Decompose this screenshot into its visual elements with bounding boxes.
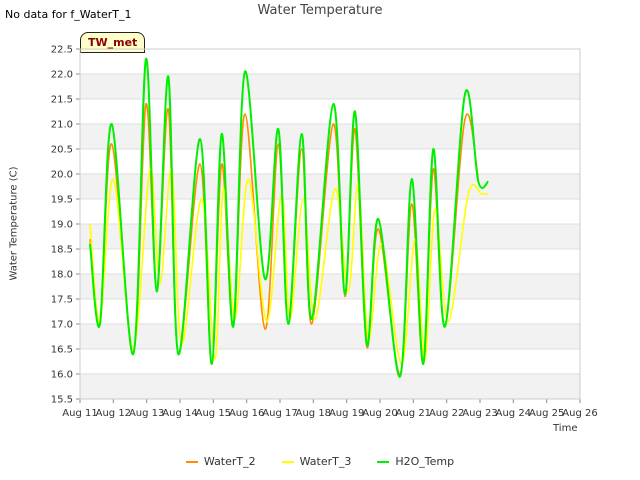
x-tick-label: Aug 14 (162, 408, 197, 419)
grid-band (80, 374, 580, 399)
x-tick-label: Aug 20 (362, 408, 397, 419)
y-tick-label: 22.5 (51, 45, 73, 56)
y-tick-label: 19.0 (51, 220, 73, 231)
legend-label-h2o-temp: H2O_Temp (395, 455, 455, 468)
y-tick-label: 22.0 (51, 70, 73, 81)
x-tick-label: Aug 26 (562, 408, 597, 419)
y-tick-label: 18.0 (51, 270, 73, 281)
y-tick-label: 21.0 (51, 120, 73, 131)
plot-frame (79, 48, 581, 400)
grid-band (80, 74, 580, 99)
legend-item-h2o-temp: H2O_Temp (377, 455, 454, 468)
y-tick-label: 20.5 (51, 145, 73, 156)
legend-item-watert-3: WaterT_3 (281, 455, 352, 468)
x-tick-label: Aug 16 (229, 408, 264, 419)
x-axis-label: Time (553, 423, 578, 434)
x-tick-label: Aug 11 (62, 408, 97, 419)
y-tick-label: 20.0 (51, 170, 73, 181)
legend-item-watert-2: WaterT_2 (185, 455, 256, 468)
y-tick-label: 21.5 (51, 95, 73, 106)
site-badge: TW_met (80, 32, 146, 53)
x-tick-label: Aug 24 (496, 408, 531, 419)
y-tick-label: 17.0 (51, 320, 73, 331)
x-tick-label: Aug 12 (96, 408, 131, 419)
legend-swatch-watert-3 (281, 460, 294, 463)
series-line-h2o-temp (89, 57, 490, 378)
legend-label-watert-2: WaterT_2 (203, 455, 256, 468)
grid-band (80, 224, 580, 249)
y-tick-label: 19.5 (51, 195, 73, 206)
x-tick-label: Aug 25 (529, 408, 564, 419)
legend: WaterT_2 WaterT_3 H2O_Temp (0, 455, 640, 468)
legend-swatch-watert-2 (185, 460, 198, 463)
grid-band (80, 174, 580, 199)
y-tick-label: 17.5 (51, 295, 73, 306)
chart-title: Water Temperature (257, 3, 383, 18)
x-tick-label: Aug 17 (262, 408, 297, 419)
grid-band (80, 274, 580, 299)
x-tick-label: Aug 19 (329, 408, 364, 419)
legend-swatch-h2o-temp (377, 460, 390, 463)
grid-band (80, 324, 580, 349)
x-tick-label: Aug 18 (296, 408, 331, 419)
y-tick-label: 18.5 (51, 245, 73, 256)
x-tick-label: Aug 15 (196, 408, 231, 419)
x-tick-label: Aug 23 (462, 408, 497, 419)
x-tick-label: Aug 21 (396, 408, 431, 419)
no-data-message: No data for f_WaterT_1 (5, 8, 132, 21)
x-tick-label: Aug 22 (429, 408, 464, 419)
x-tick-label: Aug 13 (129, 408, 164, 419)
legend-label-watert-3: WaterT_3 (299, 455, 352, 468)
y-tick-label: 16.0 (51, 370, 73, 381)
y-tick-label: 15.5 (51, 395, 73, 406)
y-tick-label: 16.5 (51, 345, 73, 356)
